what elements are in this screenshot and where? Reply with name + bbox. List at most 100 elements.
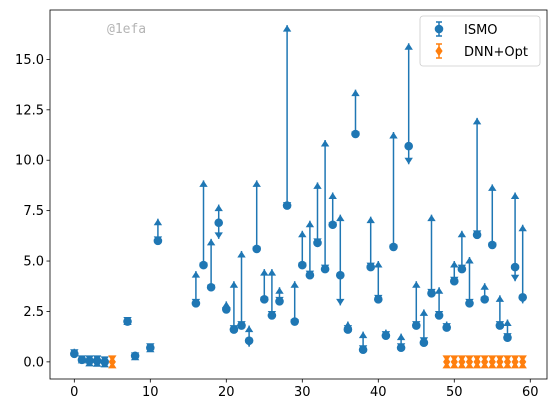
point-marker bbox=[503, 333, 512, 342]
data-point bbox=[411, 281, 421, 330]
data-point bbox=[518, 224, 527, 304]
point-marker bbox=[381, 331, 391, 340]
data-point bbox=[366, 216, 375, 272]
data-point bbox=[480, 355, 489, 369]
error-cap-upper bbox=[275, 287, 284, 294]
data-point bbox=[450, 355, 459, 369]
point-marker bbox=[244, 336, 254, 345]
x-tick-label: 60 bbox=[522, 385, 539, 400]
point-marker bbox=[229, 325, 239, 334]
data-point bbox=[427, 214, 436, 298]
data-point bbox=[495, 295, 505, 330]
point-marker bbox=[495, 321, 505, 330]
point-marker bbox=[92, 356, 102, 366]
data-point bbox=[503, 319, 512, 342]
error-cap-upper bbox=[427, 214, 436, 222]
data-point bbox=[199, 180, 208, 270]
error-cap-upper bbox=[244, 325, 254, 333]
data-point bbox=[442, 355, 451, 369]
data-point bbox=[495, 355, 505, 369]
data-point bbox=[260, 269, 269, 304]
error-cap-upper bbox=[237, 250, 246, 258]
point-marker bbox=[85, 356, 94, 366]
point-marker bbox=[427, 289, 436, 298]
data-point bbox=[313, 182, 322, 248]
error-cap-upper bbox=[465, 257, 474, 264]
data-point bbox=[297, 230, 307, 270]
x-tick-label: 20 bbox=[218, 385, 235, 400]
point-marker bbox=[275, 297, 284, 306]
error-cap-upper bbox=[495, 295, 505, 302]
legend-marker bbox=[435, 45, 443, 57]
legend-marker bbox=[434, 24, 444, 34]
plot-area bbox=[50, 10, 547, 379]
data-point bbox=[487, 184, 497, 250]
point-marker bbox=[443, 356, 451, 368]
data-point bbox=[85, 355, 94, 367]
data-point bbox=[92, 355, 102, 367]
data-point bbox=[449, 261, 459, 286]
point-marker bbox=[252, 244, 262, 254]
legend-swatch-ismo bbox=[434, 21, 444, 37]
point-marker bbox=[442, 323, 451, 332]
point-marker bbox=[450, 356, 458, 368]
point-marker bbox=[457, 264, 467, 274]
error-cap-upper bbox=[518, 224, 527, 232]
data-point bbox=[457, 230, 467, 274]
data-point bbox=[153, 218, 163, 246]
x-tick-label: 10 bbox=[142, 385, 159, 400]
data-point bbox=[100, 356, 110, 368]
legend-box bbox=[419, 15, 541, 67]
error-cap-upper bbox=[153, 218, 163, 226]
data-point bbox=[267, 269, 277, 320]
plot-frame bbox=[49, 9, 548, 380]
data-point bbox=[488, 355, 497, 369]
point-marker bbox=[70, 349, 79, 359]
point-marker bbox=[214, 218, 224, 228]
data-point bbox=[229, 281, 239, 334]
data-point bbox=[457, 355, 467, 369]
error-cap-upper bbox=[457, 230, 467, 238]
point-marker bbox=[503, 356, 512, 368]
point-marker bbox=[473, 356, 481, 368]
point-marker bbox=[146, 343, 155, 353]
point-marker bbox=[510, 262, 520, 272]
error-cap-upper bbox=[434, 287, 444, 294]
point-marker bbox=[373, 295, 383, 304]
point-marker bbox=[519, 356, 527, 368]
error-cap-upper bbox=[358, 331, 368, 339]
point-marker bbox=[472, 230, 482, 240]
point-marker bbox=[351, 129, 360, 139]
point-marker bbox=[153, 236, 163, 246]
point-marker bbox=[260, 295, 269, 304]
error-cap-upper bbox=[351, 89, 360, 97]
point-marker bbox=[434, 311, 444, 320]
data-point bbox=[146, 343, 155, 353]
error-cap-upper bbox=[480, 283, 489, 290]
error-cap-upper bbox=[290, 281, 299, 288]
data-point bbox=[373, 261, 383, 304]
y-axis: 0.0 2.5 5.0 7.5 10.0 12.5 15.0 bbox=[15, 53, 50, 370]
point-marker bbox=[419, 338, 429, 348]
data-point bbox=[275, 287, 284, 306]
error-cap-upper bbox=[199, 180, 208, 187]
series-dnn-opt bbox=[108, 355, 527, 369]
point-marker bbox=[343, 325, 353, 334]
point-marker bbox=[191, 299, 201, 308]
point-marker bbox=[511, 356, 519, 368]
data-point bbox=[472, 355, 482, 369]
point-marker bbox=[404, 141, 413, 151]
point-marker bbox=[100, 357, 110, 367]
y-tick-label: 2.5 bbox=[23, 305, 44, 320]
y-tick-label: 10.0 bbox=[15, 154, 44, 169]
error-cap-upper bbox=[328, 192, 337, 199]
error-cap-lower bbox=[404, 157, 413, 165]
error-cap-upper bbox=[412, 281, 421, 288]
data-point bbox=[404, 43, 413, 165]
data-point bbox=[351, 89, 360, 139]
point-marker bbox=[199, 260, 208, 270]
point-marker bbox=[206, 282, 216, 292]
point-marker bbox=[487, 240, 497, 250]
error-cap-upper bbox=[510, 192, 520, 199]
x-tick-label: 50 bbox=[446, 385, 463, 400]
